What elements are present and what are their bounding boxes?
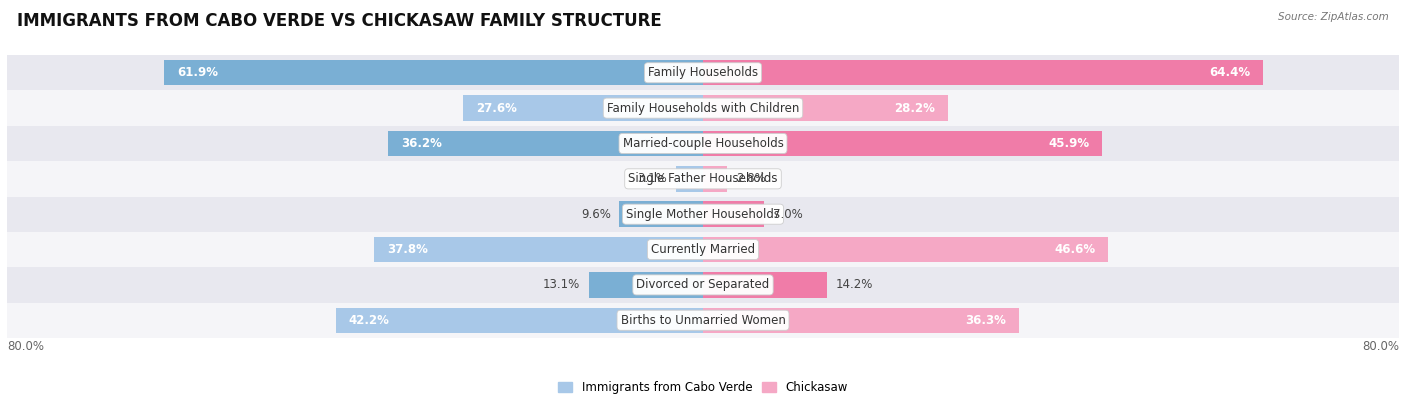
Bar	[7, 55, 1399, 90]
Text: 36.2%: 36.2%	[401, 137, 441, 150]
Bar	[620, 201, 703, 227]
Bar	[703, 131, 1102, 156]
Bar	[703, 308, 1019, 333]
Bar	[703, 96, 948, 121]
Legend: Immigrants from Cabo Verde, Chickasaw: Immigrants from Cabo Verde, Chickasaw	[555, 379, 851, 395]
Text: Divorced or Separated: Divorced or Separated	[637, 278, 769, 292]
Bar	[7, 90, 1399, 126]
Bar	[336, 308, 703, 333]
Text: Births to Unmarried Women: Births to Unmarried Women	[620, 314, 786, 327]
Text: 9.6%: 9.6%	[581, 208, 610, 221]
Text: 80.0%: 80.0%	[1362, 340, 1399, 353]
Text: 42.2%: 42.2%	[349, 314, 389, 327]
Text: Married-couple Households: Married-couple Households	[623, 137, 783, 150]
Text: 2.8%: 2.8%	[737, 172, 766, 185]
Bar	[676, 166, 703, 192]
Bar	[165, 60, 703, 85]
Bar	[7, 126, 1399, 161]
Text: Source: ZipAtlas.com: Source: ZipAtlas.com	[1278, 12, 1389, 22]
Bar	[7, 232, 1399, 267]
Text: 28.2%: 28.2%	[894, 102, 935, 115]
Text: 36.3%: 36.3%	[965, 314, 1005, 327]
Text: 14.2%: 14.2%	[835, 278, 873, 292]
Text: 64.4%: 64.4%	[1209, 66, 1250, 79]
Text: IMMIGRANTS FROM CABO VERDE VS CHICKASAW FAMILY STRUCTURE: IMMIGRANTS FROM CABO VERDE VS CHICKASAW …	[17, 12, 662, 30]
Bar	[589, 272, 703, 297]
Text: 80.0%: 80.0%	[7, 340, 44, 353]
Text: 46.6%: 46.6%	[1054, 243, 1095, 256]
Text: 7.0%: 7.0%	[773, 208, 803, 221]
Text: Family Households: Family Households	[648, 66, 758, 79]
Bar	[7, 196, 1399, 232]
Bar	[374, 237, 703, 262]
Bar	[7, 161, 1399, 196]
Bar	[7, 303, 1399, 338]
Bar	[7, 267, 1399, 303]
Text: Single Father Households: Single Father Households	[628, 172, 778, 185]
Text: Single Mother Households: Single Mother Households	[626, 208, 780, 221]
Bar	[703, 60, 1263, 85]
Text: 45.9%: 45.9%	[1047, 137, 1090, 150]
Bar	[703, 237, 1108, 262]
Text: 37.8%: 37.8%	[387, 243, 427, 256]
Bar	[703, 166, 727, 192]
Text: Currently Married: Currently Married	[651, 243, 755, 256]
Bar	[388, 131, 703, 156]
Text: 27.6%: 27.6%	[477, 102, 517, 115]
Text: Family Households with Children: Family Households with Children	[607, 102, 799, 115]
Bar	[463, 96, 703, 121]
Text: 3.1%: 3.1%	[637, 172, 668, 185]
Text: 61.9%: 61.9%	[177, 66, 218, 79]
Bar	[703, 272, 827, 297]
Text: 13.1%: 13.1%	[543, 278, 581, 292]
Bar	[703, 201, 763, 227]
